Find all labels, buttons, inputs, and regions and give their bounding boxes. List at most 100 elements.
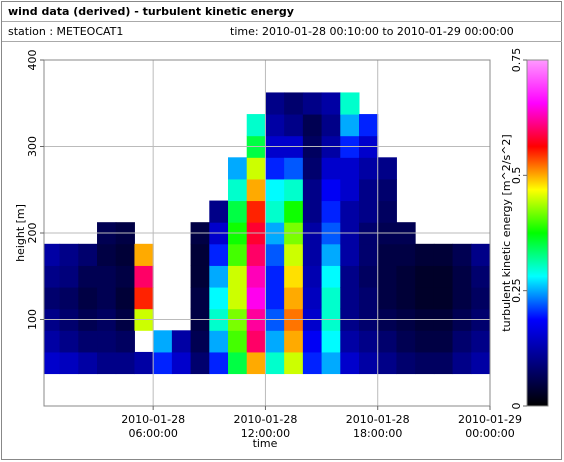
heat-cell [97, 243, 117, 266]
heat-cell [284, 243, 304, 266]
heat-cell [302, 114, 323, 137]
heat-cell [209, 200, 229, 223]
heat-cell [471, 287, 490, 310]
heat-cell [452, 243, 472, 266]
heat-cell [265, 265, 285, 288]
heat-cell [265, 243, 285, 266]
heat-cell [265, 114, 285, 137]
heat-cell [78, 330, 98, 353]
heat-cell [284, 200, 304, 223]
heat-cell [284, 157, 304, 180]
heat-cell [115, 243, 135, 266]
heat-cell [377, 330, 397, 353]
heat-cell [340, 243, 360, 266]
heat-cell [359, 200, 379, 223]
heat-cell [321, 92, 341, 115]
heat-cell [78, 287, 98, 310]
heat-cell [265, 330, 285, 353]
heat-cell [433, 330, 454, 353]
heat-cell [340, 114, 360, 137]
heat-cell [59, 330, 79, 353]
heat-cell [452, 351, 472, 375]
heat-cell [302, 178, 323, 202]
heat-cell [396, 265, 416, 288]
heat-cell [359, 243, 379, 266]
heat-cell [340, 287, 360, 310]
heat-cell [340, 178, 360, 202]
heat-cell [377, 157, 397, 180]
heat-cell [302, 200, 323, 223]
heat-cell [209, 243, 229, 266]
heat-cell [396, 351, 416, 375]
heat-cell [97, 265, 117, 288]
heat-cell [265, 200, 285, 223]
heat-cell [115, 330, 135, 353]
heat-cell [115, 287, 135, 310]
heat-cell [44, 330, 61, 353]
heat-cell [321, 243, 341, 266]
heat-cell [302, 243, 323, 266]
heat-cell [321, 200, 341, 223]
heat-cell [59, 287, 79, 310]
heat-cell [134, 351, 154, 375]
heat-cell [44, 265, 61, 288]
heat-cell [302, 265, 323, 288]
heat-cell [302, 92, 323, 115]
heat-cell [340, 330, 360, 353]
heat-cell [59, 265, 79, 288]
heat-cell [115, 351, 135, 375]
x-tick-label: 2010-01-28 18:00:00 [346, 413, 410, 440]
heat-cell [246, 114, 266, 137]
heat-cell [359, 287, 379, 310]
heat-cell [265, 92, 285, 115]
heat-cell [471, 330, 490, 353]
heat-cell [228, 265, 248, 288]
heat-cell [265, 157, 285, 180]
heat-cell [321, 330, 341, 353]
x-tick-label: 2010-01-29 00:00:00 [458, 413, 522, 440]
heat-cell [284, 92, 304, 115]
heat-cell [321, 265, 341, 288]
heat-cell [246, 200, 266, 223]
x-tick-label: 2010-01-28 12:00:00 [233, 413, 297, 440]
y-tick-label: 400 [26, 50, 39, 71]
heat-cell [44, 287, 61, 310]
heat-cell [359, 114, 379, 137]
heat-cell [377, 243, 397, 266]
heat-cell [452, 265, 472, 288]
heat-cell [302, 287, 323, 310]
heat-cell [246, 287, 266, 310]
heat-cell [302, 330, 323, 353]
y-tick-label: 200 [26, 223, 39, 244]
heat-cell [265, 351, 285, 375]
heat-cell [415, 287, 435, 310]
heat-cell [284, 114, 304, 137]
chart-title: wind data (derived) - turbulent kinetic … [8, 5, 294, 18]
heat-cell [78, 351, 98, 375]
heat-cell [471, 265, 490, 288]
heat-cell [396, 287, 416, 310]
colorbar [526, 59, 549, 407]
heat-cell [321, 351, 341, 375]
heat-cell [190, 351, 210, 375]
heat-cell [97, 287, 117, 310]
heat-cell [377, 200, 397, 223]
heat-cell [321, 287, 341, 310]
heat-cell [115, 265, 135, 288]
heat-cell [452, 330, 472, 353]
heat-cell [228, 351, 248, 375]
heat-cell [246, 265, 266, 288]
heat-cell [228, 330, 248, 353]
heat-cell [433, 351, 454, 375]
x-axis-label: time [253, 437, 278, 450]
heat-cell [246, 157, 266, 180]
heat-cell [433, 243, 454, 266]
heat-cell [415, 351, 435, 375]
heat-cell [359, 330, 379, 353]
heat-cell [190, 287, 210, 310]
heat-cell [377, 351, 397, 375]
heat-cell [265, 287, 285, 310]
heat-cell [209, 265, 229, 288]
heat-cell [359, 265, 379, 288]
